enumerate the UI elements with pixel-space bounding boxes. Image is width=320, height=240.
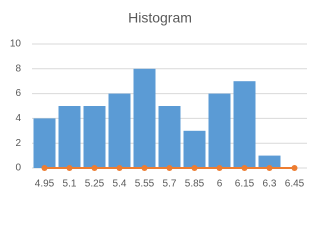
marker xyxy=(241,165,248,171)
bar xyxy=(133,68,156,168)
marker xyxy=(66,165,73,171)
marker xyxy=(216,165,223,171)
y-tick-label: 8 xyxy=(15,63,21,74)
marker xyxy=(291,165,298,171)
marker xyxy=(91,165,98,171)
chart: Histogram 0 2 4 6 8 10 4.95 5.1 5.25 5.4 5.55 5.7 5.… xyxy=(0,0,320,200)
x-tick-label: 5.4 xyxy=(113,179,127,190)
background xyxy=(0,0,320,200)
page: Histogram 0 2 4 6 8 10 4.95 5.1 5.25 5.4 5.55 5.7 5.… xyxy=(0,0,320,200)
chart-title: Histogram xyxy=(128,10,192,26)
bar xyxy=(33,118,56,168)
bar xyxy=(258,155,281,168)
y-tick-label: 2 xyxy=(15,138,21,149)
x-tick-label: 5.1 xyxy=(63,179,77,190)
bar xyxy=(108,93,131,168)
x-tick-label: 5.85 xyxy=(185,179,205,190)
y-tick-label: 6 xyxy=(15,88,21,99)
marker xyxy=(191,165,198,171)
x-tick-label: 6.15 xyxy=(235,179,255,190)
bar xyxy=(158,106,181,168)
marker xyxy=(266,165,273,171)
marker xyxy=(116,165,123,171)
bar xyxy=(58,106,81,168)
y-tick-label: 4 xyxy=(15,113,21,124)
y-tick-label: 10 xyxy=(10,39,22,50)
marker xyxy=(166,165,173,171)
x-tick-label: 5.55 xyxy=(135,179,155,190)
x-tick-label: 6 xyxy=(217,179,223,190)
bar xyxy=(208,93,231,168)
bar xyxy=(83,106,106,168)
x-tick-label: 6.3 xyxy=(263,179,277,190)
y-tick-label: 0 xyxy=(15,163,21,174)
x-tick-label: 4.95 xyxy=(35,179,55,190)
bar xyxy=(233,81,256,168)
bar xyxy=(183,130,206,168)
x-tick-label: 6.45 xyxy=(285,179,305,190)
x-tick-label: 5.25 xyxy=(85,179,105,190)
marker xyxy=(41,165,48,171)
marker xyxy=(141,165,148,171)
x-tick-label: 5.7 xyxy=(163,179,177,190)
